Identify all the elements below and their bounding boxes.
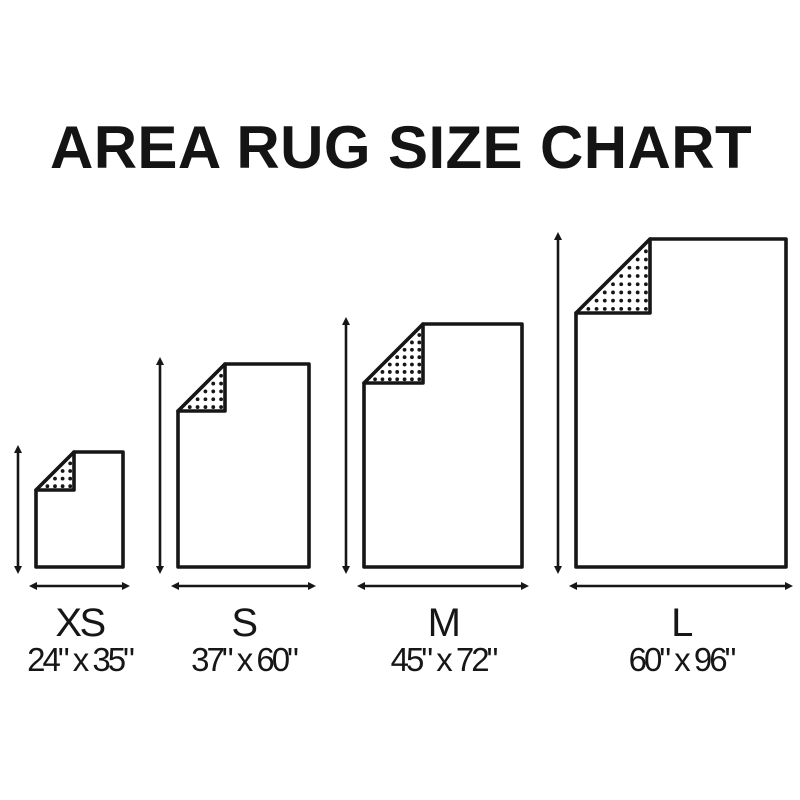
- svg-text:37" x 60": 37" x 60": [191, 641, 298, 678]
- svg-text:L: L: [671, 601, 692, 645]
- svg-text:AREA RUG SIZE CHART: AREA RUG SIZE CHART: [50, 114, 752, 181]
- svg-text:M: M: [428, 601, 459, 645]
- svg-text:60" x 96": 60" x 96": [629, 641, 736, 678]
- svg-text:S: S: [231, 601, 256, 645]
- svg-text:XS: XS: [55, 601, 104, 645]
- svg-text:45" x 72": 45" x 72": [391, 641, 498, 678]
- svg-text:24" x 35": 24" x 35": [27, 641, 134, 678]
